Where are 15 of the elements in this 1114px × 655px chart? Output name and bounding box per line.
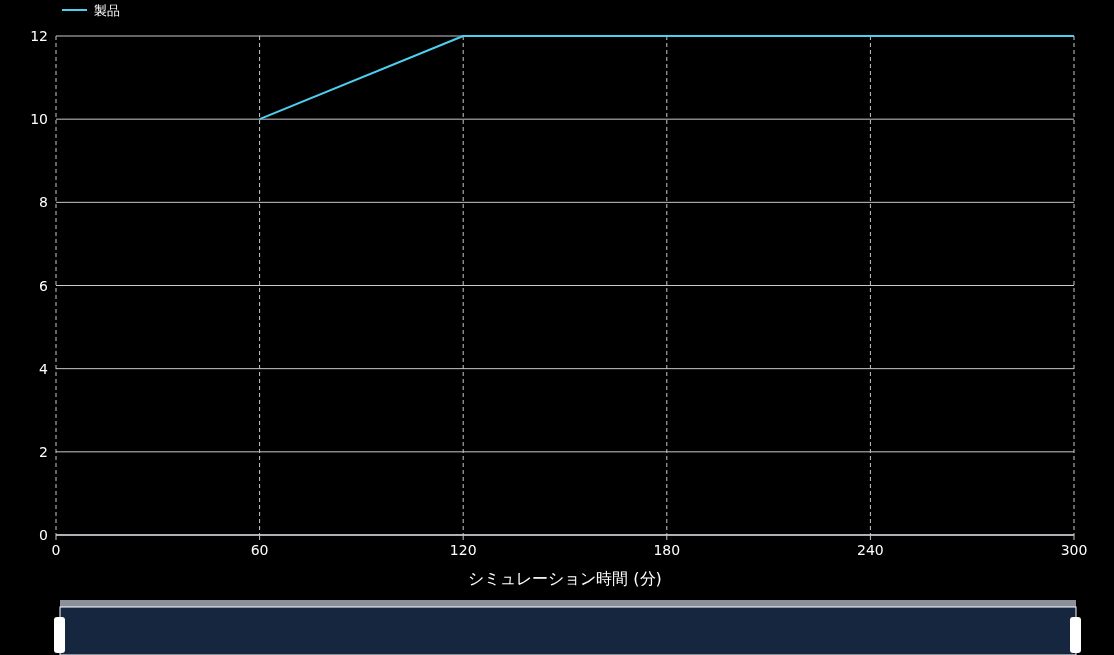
x-axis-title: シミュレーション時間 (分) bbox=[468, 569, 662, 588]
y-tick-label: 10 bbox=[30, 111, 48, 128]
y-tick-label: 0 bbox=[39, 527, 48, 543]
y-tick-label: 12 bbox=[30, 28, 48, 44]
x-tick-label: 0 bbox=[51, 542, 61, 558]
y-tick-label: 2 bbox=[39, 443, 48, 460]
x-tick-label: 60 bbox=[250, 542, 269, 558]
legend-label: 製品 bbox=[94, 3, 120, 18]
x-tick-label: 300 bbox=[1060, 542, 1088, 558]
x-tick-label: 120 bbox=[449, 542, 477, 558]
y-tick-label: 8 bbox=[39, 194, 48, 211]
y-tick-label: 4 bbox=[39, 360, 49, 377]
x-tick-label: 240 bbox=[857, 542, 884, 558]
y-tick-label: 6 bbox=[39, 277, 49, 294]
x-tick-label: 180 bbox=[653, 542, 681, 558]
